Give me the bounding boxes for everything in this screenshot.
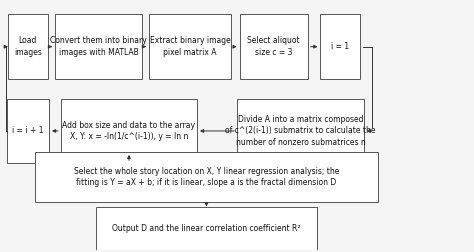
FancyBboxPatch shape [239, 14, 308, 79]
FancyBboxPatch shape [35, 152, 378, 202]
FancyBboxPatch shape [55, 14, 142, 79]
FancyBboxPatch shape [237, 99, 364, 163]
Text: Select aliquot
size c = 3: Select aliquot size c = 3 [247, 37, 300, 57]
Text: Output D and the linear correlation coefficient R²: Output D and the linear correlation coef… [112, 224, 301, 233]
FancyBboxPatch shape [8, 14, 48, 79]
FancyBboxPatch shape [7, 99, 49, 163]
Text: Convert them into binary
images with MATLAB: Convert them into binary images with MAT… [50, 37, 147, 57]
FancyBboxPatch shape [320, 14, 360, 79]
FancyBboxPatch shape [61, 99, 197, 163]
FancyBboxPatch shape [149, 14, 231, 79]
Text: Load
images: Load images [14, 37, 42, 57]
Text: Add box size and data to the array
X, Y: x = -ln(1/c^(i-1)), y = ln n: Add box size and data to the array X, Y:… [63, 121, 195, 141]
Text: Divide A into a matrix composed
of c^(2(i-1)) submatrix to calculate the
number : Divide A into a matrix composed of c^(2(… [225, 115, 376, 147]
FancyBboxPatch shape [96, 207, 317, 251]
Text: i = i + 1: i = i + 1 [12, 127, 44, 136]
Text: i = 1: i = 1 [331, 42, 349, 51]
Text: Extract binary image
pixel matrix A: Extract binary image pixel matrix A [150, 37, 230, 57]
Text: Select the whole story location on X, Y linear regression analysis; the
fitting : Select the whole story location on X, Y … [74, 167, 339, 187]
